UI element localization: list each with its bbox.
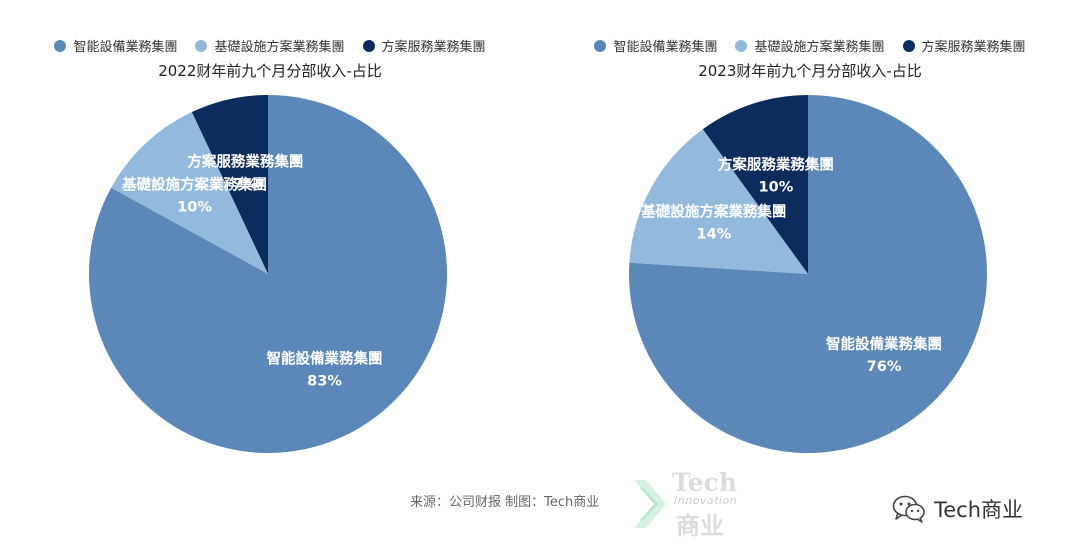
slice-percent-label-infrastructure: 10% [177,200,212,216]
pie-slice-smart-devices [628,95,987,453]
watermark-tech: Tech [672,468,738,497]
slice-percent-label-smart-devices: 83% [307,374,342,390]
chart-panel-2023: 智能設備業務集團 基礎設施方案業務集團 方案服務業務集團 2023财年前九个月分部收… [540,0,1080,470]
legend-item-solutions-services: 方案服務業務集團 [902,36,1026,55]
slice-percent-label-smart-devices: 76% [867,359,902,375]
pie-chart-2022: 方案服務業務集團 7%基礎設施方案業務集團 10% 智能設備業務集團 83% [89,95,448,453]
legend-label: 智能設備業務集團 [613,40,718,55]
legend-item-smart-devices: 智能設備業務集團 [54,36,177,55]
legend-label: 方案服務業務集團 [921,40,1026,55]
slice-name-label-smart-devices: 智能設備業務集團 [267,350,383,368]
pie-chart-2023: 方案服務業務集團 10% 基礎設施方案業務集團 14% 智能設備業務集團 76% [628,95,987,453]
chart-legend: 智能設備業務集團 基礎設施方案業務集團 方案服務業務集團 [540,36,1080,55]
legend-swatch [735,39,748,52]
chart-title: 2022财年前九个月分部收入-占比 [158,62,382,80]
legend-item-smart-devices: 智能設備業務集團 [594,36,717,55]
legend-label: 基礎設施方案業務集團 [214,40,345,55]
slice-name-label-smart-devices: 智能設備業務集團 [826,335,942,353]
legend-swatch [902,39,915,52]
slice-percent-label-solutions-services: 7% [233,177,258,193]
brand-mark: Tech商业 [892,494,1023,524]
brand-name: Tech商业 [934,498,1024,522]
legend-label: 方案服務業務集團 [381,40,486,55]
slice-name-label-solutions-services: 方案服務業務集團 [187,153,303,171]
legend-item-solutions-services: 方案服務業務集團 [362,36,486,55]
chart-title: 2023财年前九个月分部收入-占比 [698,62,922,80]
slice-name-label-solutions-services: 方案服務業務集團 [718,155,834,173]
legend-swatch [54,39,67,52]
legend-swatch [195,39,208,52]
slice-percent-label-infrastructure: 14% [697,226,732,242]
tech-innovation-watermark: Tech Innovation 商业 [632,468,742,540]
chart-legend: 智能設備業務集團 基礎設施方案業務集團 方案服務業務集團 [0,36,540,55]
source-caption: 来源：公司财报 制图：Tech商业 [410,495,600,510]
chevron-logo-icon [634,480,666,528]
legend-swatch [594,39,607,52]
watermark-innovation: Innovation [674,494,738,507]
legend-swatch [362,39,375,52]
legend-item-infrastructure: 基礎設施方案業務集團 [735,36,885,55]
wechat-icon [892,495,925,523]
pie-slice-infrastructure [111,112,268,274]
pie-slice-solutions-services [191,95,268,274]
pie-slice-smart-devices [89,95,448,453]
slice-percent-label-solutions-services: 10% [759,179,794,195]
pie-slice-infrastructure [629,129,808,274]
slice-name-label-infrastructure: 基礎設施方案業務集團 [121,176,267,194]
legend-label: 基礎設施方案業務集團 [754,40,885,55]
watermark-cn: 商业 [676,512,724,540]
slice-name-label-infrastructure: 基礎設施方案業務集團 [640,202,786,220]
legend-label: 智能設備業務集團 [73,40,178,55]
legend-item-infrastructure: 基礎設施方案業務集團 [195,36,345,55]
chart-panel-2022: 智能設備業務集團 基礎設施方案業務集團 方案服務業務集團 2022财年前九个月分部收… [0,0,540,470]
pie-slice-solutions-services [702,95,808,274]
